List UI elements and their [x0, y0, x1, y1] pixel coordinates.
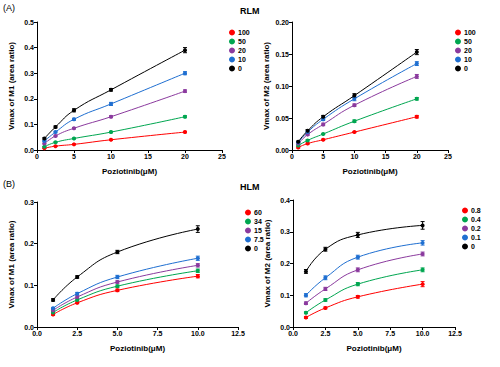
svg-text:5: 5: [321, 153, 325, 160]
svg-text:20: 20: [181, 153, 189, 160]
svg-text:2.5: 2.5: [72, 330, 82, 337]
svg-text:7.5: 7.5: [385, 330, 395, 337]
svg-text:0.3: 0.3: [24, 70, 34, 77]
svg-text:25: 25: [444, 153, 452, 160]
svg-text:12.5: 12.5: [231, 330, 245, 337]
svg-text:20: 20: [464, 47, 472, 54]
svg-text:0.3: 0.3: [280, 228, 290, 235]
svg-text:0.0: 0.0: [288, 330, 298, 337]
svg-text:Vmax of M1 (area ratio): Vmax of M1 (area ratio): [7, 220, 16, 308]
svg-text:100: 100: [464, 29, 476, 36]
svg-text:0.10: 0.10: [275, 83, 289, 90]
svg-text:0.1: 0.1: [24, 121, 34, 128]
svg-text:0.4: 0.4: [24, 44, 34, 51]
svg-text:0: 0: [290, 153, 294, 160]
svg-text:20: 20: [413, 153, 421, 160]
svg-text:50: 50: [464, 38, 472, 45]
svg-text:10.0: 10.0: [416, 330, 430, 337]
svg-text:0.3: 0.3: [24, 199, 34, 206]
svg-text:10: 10: [464, 56, 472, 63]
svg-text:0.2: 0.2: [280, 260, 290, 267]
svg-text:7.5: 7.5: [254, 236, 264, 243]
svg-text:Poziotinib(μM): Poziotinib(μM): [346, 344, 401, 353]
svg-text:50: 50: [238, 38, 246, 45]
svg-text:Vmax of M1 (area ratio): Vmax of M1 (area ratio): [7, 42, 16, 130]
svg-text:Poziotinib(μM): Poziotinib(μM): [102, 167, 157, 176]
svg-text:0: 0: [254, 245, 258, 252]
svg-text:25: 25: [218, 153, 226, 160]
svg-text:0: 0: [471, 243, 475, 250]
svg-text:0.20: 0.20: [275, 19, 289, 26]
svg-text:0.1: 0.1: [471, 234, 481, 241]
svg-text:0.4: 0.4: [471, 216, 481, 223]
svg-text:Poziotinib(μM): Poziotinib(μM): [342, 167, 397, 176]
svg-text:100: 100: [238, 29, 250, 36]
svg-text:0.15: 0.15: [275, 51, 289, 58]
svg-text:34: 34: [254, 218, 262, 225]
svg-text:10: 10: [351, 153, 359, 160]
svg-text:0.4: 0.4: [280, 197, 290, 204]
svg-text:RLM: RLM: [240, 6, 260, 16]
svg-text:0.1: 0.1: [24, 282, 34, 289]
svg-text:2.5: 2.5: [321, 330, 331, 337]
svg-text:5.0: 5.0: [113, 330, 123, 337]
svg-text:0.2: 0.2: [471, 225, 481, 232]
svg-text:7.5: 7.5: [153, 330, 163, 337]
svg-text:10.0: 10.0: [191, 330, 205, 337]
svg-text:0.0: 0.0: [24, 147, 34, 154]
svg-text:0.0: 0.0: [32, 330, 42, 337]
svg-text:0.05: 0.05: [275, 115, 289, 122]
svg-text:0.00: 0.00: [275, 147, 289, 154]
svg-text:0.2: 0.2: [24, 240, 34, 247]
svg-text:5: 5: [72, 153, 76, 160]
svg-text:60: 60: [254, 209, 262, 216]
svg-text:Vmax of M2 (area ratio): Vmax of M2 (area ratio): [263, 219, 272, 307]
svg-text:15: 15: [382, 153, 390, 160]
svg-text:0: 0: [35, 153, 39, 160]
svg-text:(B): (B): [3, 179, 15, 189]
svg-text:0.0: 0.0: [24, 323, 34, 331]
svg-text:0: 0: [464, 65, 468, 72]
svg-text:12.5: 12.5: [448, 330, 462, 337]
svg-text:0: 0: [238, 65, 242, 72]
svg-text:15: 15: [254, 227, 262, 234]
svg-text:5.0: 5.0: [353, 330, 363, 337]
svg-text:10: 10: [107, 153, 115, 160]
svg-text:0.2: 0.2: [24, 95, 34, 102]
svg-text:20: 20: [238, 47, 246, 54]
svg-text:(A): (A): [3, 3, 15, 13]
svg-text:HLM: HLM: [240, 182, 260, 192]
svg-text:0.5: 0.5: [24, 19, 34, 26]
svg-text:Poziotinib(μM): Poziotinib(μM): [110, 344, 165, 353]
svg-text:0.1: 0.1: [280, 292, 290, 299]
svg-text:15: 15: [144, 153, 152, 160]
svg-text:Vmax of M2 (area ratio): Vmax of M2 (area ratio): [262, 42, 271, 130]
svg-text:0.0: 0.0: [280, 323, 290, 331]
svg-text:10: 10: [238, 56, 246, 63]
svg-text:0.8: 0.8: [471, 207, 481, 214]
